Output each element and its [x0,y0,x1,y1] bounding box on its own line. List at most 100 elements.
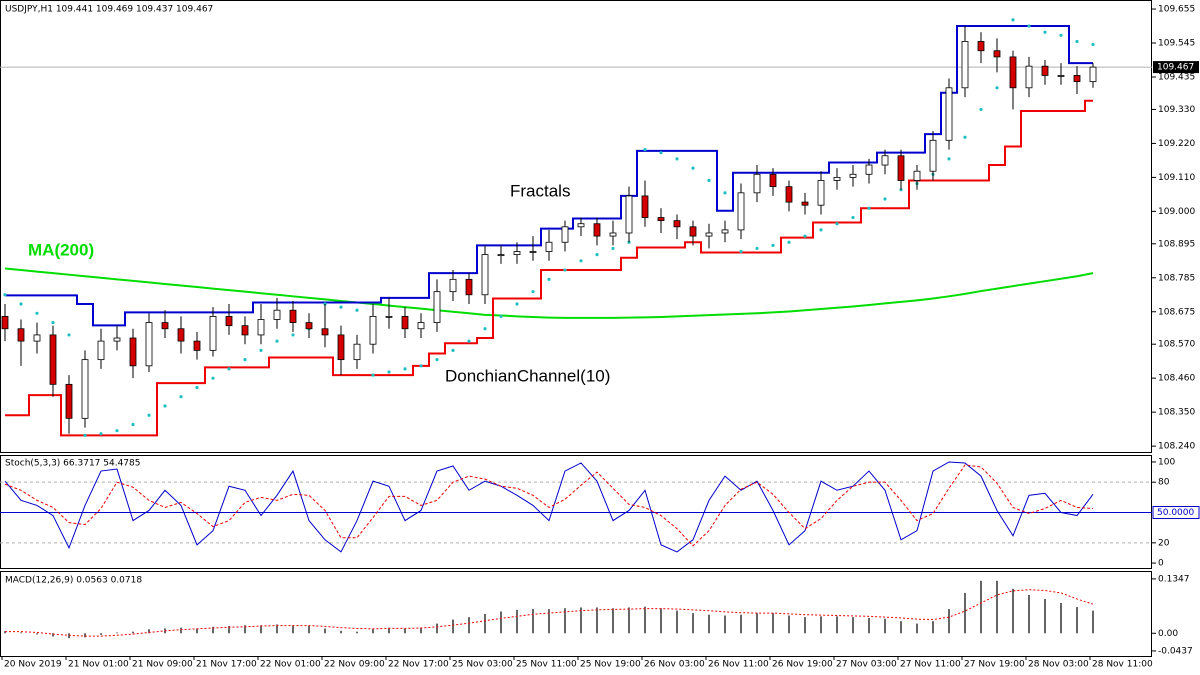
candle-body [33,334,41,342]
sar-dot [835,222,839,226]
candle-body [1089,66,1097,83]
sar-dot [259,348,263,352]
sar-dot [531,290,535,294]
candle-body [817,180,825,206]
candle-body [177,328,185,342]
sar-dot [3,293,7,297]
sar-dot [1027,24,1031,28]
sar-dot [547,277,551,281]
candle-body [257,319,265,336]
sar-dot [979,107,983,112]
candle-body [753,173,761,194]
x-tick-label: 26 Nov 19:00 [772,660,833,670]
last-price-tag [1153,61,1199,74]
sar-dot [435,358,439,362]
stoch-line [4,461,1094,553]
annotation: Fractals [510,181,570,200]
candle-body [305,322,313,330]
candle-body [97,340,105,361]
sar-dot [355,308,359,312]
candle-body [1041,65,1049,76]
y-tick-label: 108.570 [1158,340,1195,350]
candle-body [1073,75,1081,83]
candle-body [193,340,201,351]
y-tick-label: 80 [1158,478,1170,488]
indicator-line [5,99,1093,437]
candle-body [593,223,601,237]
candle-body [273,309,281,320]
x-tick-label: 28 Nov 03:00 [1028,660,1089,670]
x-tick-label: 22 Nov 17:00 [388,660,449,670]
sar-dot [291,333,295,337]
x-tick-label: 26 Nov 11:00 [708,660,769,670]
y-tick-label: 109.545 [1158,39,1195,49]
sar-dot [67,333,71,337]
candle-body [449,278,457,293]
y-tick-label: 0.1347 [1158,574,1190,584]
candle-body [481,254,489,296]
y-tick-label: 109.435 [1158,72,1195,82]
sar-dot [483,327,487,331]
y-tick-label: 109.220 [1158,139,1195,149]
sar-dot [643,147,647,152]
candle-body [401,315,409,330]
sar-dot [995,86,999,90]
candle-body [225,315,233,327]
sar-dot [163,404,167,408]
sar-dot [1075,39,1079,44]
x-tick-label: 28 Nov 11:00 [1092,660,1153,670]
sar-dot [19,302,23,306]
candle-body [913,170,921,181]
sar-dot [595,253,599,257]
y-tick-label: 109.110 [1158,173,1195,183]
sar-dot [419,364,423,368]
candle-body [545,241,553,252]
candle-body [289,309,297,323]
candle-body [1057,75,1065,77]
annotation: DonchianChannel(10) [445,366,610,385]
x-tick-label: 27 Nov 19:00 [964,660,1025,670]
y-tick-label: 108.895 [1158,239,1195,249]
candle-body [737,192,745,231]
sar-dot [659,151,663,155]
candle-body [113,337,121,342]
candle-body [849,173,857,178]
x-tick-label: 22 Nov 01:00 [260,660,321,670]
annotation: MA(200) [28,240,94,259]
sar-dot [371,373,375,377]
sar-dot [387,370,391,374]
signal-line [5,589,1094,637]
candle-body [561,226,569,243]
candle-body [81,359,89,419]
candle-body [529,251,537,253]
candle-body [721,229,729,234]
x-tick-label: 21 Nov 09:00 [132,660,193,670]
sar-dot [563,268,567,272]
candle-body [49,334,57,385]
indicator-line [5,25,1093,327]
candle-body [769,173,777,188]
candle-body [705,232,713,237]
candle-body [945,87,953,141]
sar-dot [755,246,759,251]
candle-body [353,343,361,361]
x-tick-label: 22 Nov 09:00 [324,660,385,670]
sar-dot [131,422,135,427]
y-tick-label: -0.0437 [1158,646,1193,656]
candle-body [609,232,617,237]
y-tick-label: 20 [1158,538,1170,548]
candle-body [833,176,841,181]
y-tick-label: 109.000 [1158,207,1195,217]
stoch-panel-frame [0,455,1152,569]
candle-body [17,328,25,342]
candle-body [641,195,649,218]
panel-title: MACD(12,26,9) 0.0563 0.0718 [5,576,142,586]
x-tick-label: 21 Nov 17:00 [196,660,257,670]
candle-body [577,223,585,228]
sar-dot [115,429,119,433]
sar-dot [675,157,679,161]
candle-body [209,315,217,351]
y-tick-label: 0.00 [1158,629,1178,639]
